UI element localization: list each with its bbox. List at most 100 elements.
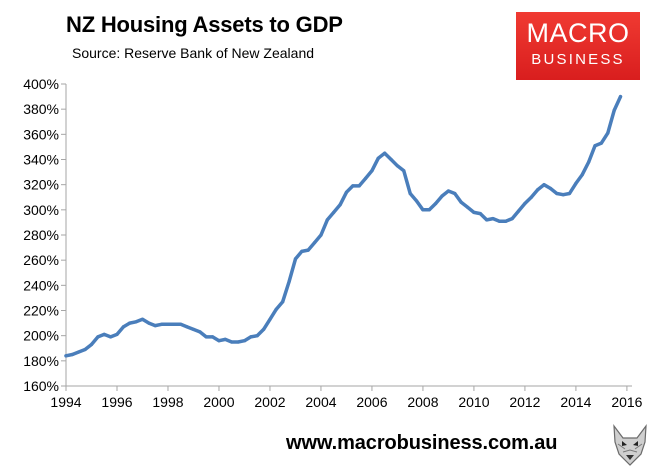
data-point	[83, 347, 87, 352]
data-point	[421, 208, 425, 212]
data-point	[121, 325, 125, 329]
data-point	[580, 173, 584, 177]
x-tick-label: 2008	[407, 394, 438, 410]
data-point	[516, 209, 521, 213]
data-point	[140, 317, 145, 321]
macrobusiness-logo[interactable]: MACRO BUSINESS	[516, 12, 640, 80]
data-point	[255, 334, 259, 338]
x-tick-label: 2002	[254, 394, 285, 410]
data-point	[338, 203, 342, 207]
data-point	[153, 324, 157, 328]
data-point	[529, 195, 533, 199]
x-tick-label: 1998	[152, 394, 183, 410]
data-point	[179, 322, 183, 326]
y-tick-label: 340%	[23, 152, 59, 168]
data-point	[102, 332, 106, 336]
data-point	[599, 141, 604, 145]
data-point	[191, 327, 196, 331]
data-point	[96, 335, 100, 339]
wolf-head-icon	[610, 424, 650, 466]
data-point	[166, 322, 170, 326]
data-point	[70, 352, 74, 357]
data-point	[497, 219, 501, 223]
y-tick-label: 200%	[23, 328, 59, 344]
data-point	[434, 201, 438, 206]
data-point	[472, 210, 476, 214]
data-point	[236, 340, 240, 344]
data-point	[606, 131, 610, 135]
data-point	[389, 157, 393, 162]
data-point	[217, 339, 221, 343]
footer-url[interactable]: www.macrobusiness.com.au	[286, 432, 558, 454]
data-point	[466, 205, 470, 209]
data-point	[618, 95, 623, 99]
data-point	[376, 156, 380, 160]
chart-axes	[65, 84, 632, 387]
data-point	[504, 219, 508, 223]
data-point	[262, 327, 266, 331]
data-point	[249, 335, 253, 339]
x-tick-label: 2012	[509, 394, 540, 410]
logo-line-1: MACRO	[526, 18, 630, 48]
data-point	[319, 233, 323, 237]
data-point	[300, 249, 304, 253]
x-tick-label: 2006	[356, 394, 387, 410]
y-tick-label: 300%	[23, 202, 59, 218]
data-point	[89, 342, 94, 347]
data-point	[242, 339, 247, 343]
data-point	[147, 321, 151, 325]
y-tick-label: 320%	[23, 177, 59, 193]
series-line-nz-housing-assets-to-gdp	[64, 94, 623, 358]
data-point	[134, 320, 138, 324]
data-point	[172, 322, 176, 326]
data-point	[344, 190, 349, 194]
data-point	[268, 317, 272, 321]
data-point	[128, 321, 132, 325]
data-point	[453, 191, 457, 196]
data-point	[548, 186, 553, 190]
data-point	[332, 210, 336, 214]
chart-series	[64, 94, 623, 358]
data-point	[287, 280, 291, 284]
data-point	[446, 189, 450, 193]
data-point	[160, 322, 164, 326]
data-point	[313, 241, 317, 245]
data-point	[510, 217, 514, 221]
data-point	[115, 332, 119, 336]
data-point	[198, 330, 202, 334]
data-point	[306, 248, 310, 252]
y-tick-label: 400%	[23, 76, 59, 92]
data-point	[77, 350, 81, 354]
data-point	[109, 335, 113, 339]
data-point	[427, 208, 431, 212]
data-point	[415, 199, 419, 203]
chart-source: Source: Reserve Bank of New Zealand	[72, 45, 315, 61]
data-point	[325, 218, 329, 222]
data-point	[281, 300, 285, 304]
y-tick-label: 220%	[23, 303, 59, 319]
data-point	[402, 169, 406, 173]
data-point	[370, 169, 374, 173]
data-point	[395, 164, 399, 168]
data-point	[274, 307, 278, 311]
data-point	[185, 325, 189, 329]
y-tick-label: 240%	[23, 277, 59, 293]
data-point	[523, 201, 527, 206]
data-point	[574, 181, 578, 185]
data-point	[364, 176, 368, 180]
data-point	[440, 194, 444, 198]
y-tick-label: 360%	[23, 126, 59, 142]
y-tick-label: 160%	[23, 378, 59, 394]
x-tick-label: 2014	[560, 394, 591, 410]
data-point	[223, 337, 227, 341]
x-tick-label: 1996	[101, 394, 132, 410]
data-point	[351, 184, 355, 188]
data-point	[567, 191, 572, 196]
data-point	[536, 188, 540, 192]
logo-line-2: BUSINESS	[531, 51, 625, 68]
data-point	[555, 191, 559, 196]
y-tick-label: 260%	[23, 252, 59, 268]
data-point	[593, 144, 597, 148]
data-point	[293, 257, 298, 261]
